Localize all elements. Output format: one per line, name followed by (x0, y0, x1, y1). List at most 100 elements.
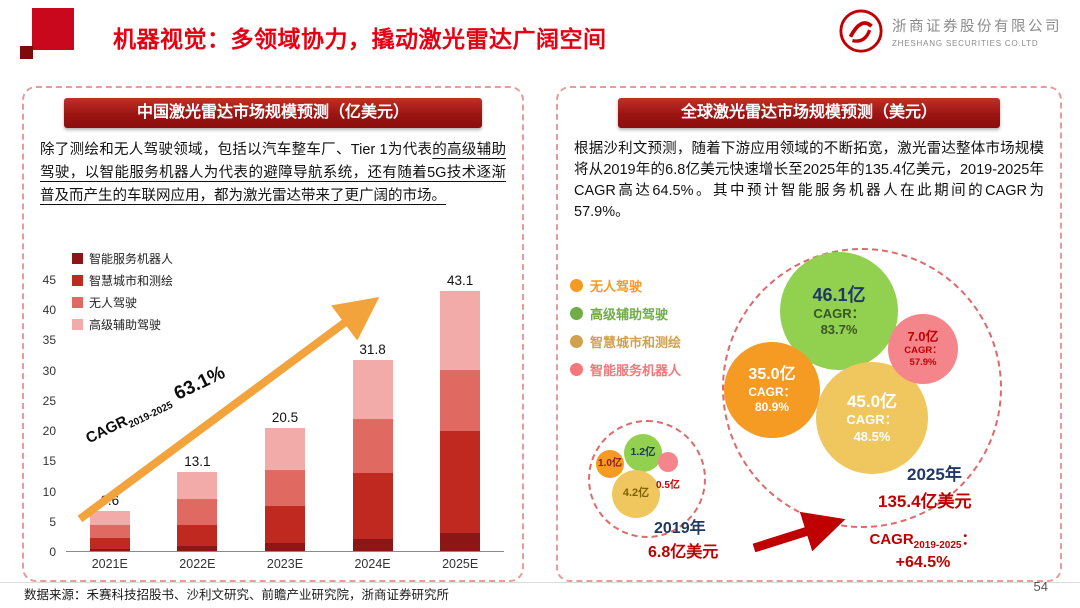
bubble-cagr-label: CAGR： (846, 412, 898, 428)
bar-segment (177, 472, 218, 500)
x-category-label: 2024E (354, 557, 391, 571)
bar-segment (352, 418, 393, 473)
legend-label: 智慧城市和测绘 (590, 335, 682, 350)
bubble-cagr-value: 57.9% (909, 357, 937, 369)
bar-segment (264, 427, 305, 470)
y-tick-label: 40 (42, 303, 56, 318)
legend-swatch (72, 297, 83, 308)
bubble-2019-service-robot-label: 0.5亿 (656, 480, 680, 491)
y-tick-label: 10 (42, 484, 56, 499)
bar-segment (89, 511, 130, 525)
bubble-2025-driverless: 35.0亿 CAGR： 80.9% (724, 342, 820, 438)
bar-stack (89, 511, 130, 551)
y-tick-label: 20 (42, 424, 56, 439)
bar-stack (264, 427, 305, 551)
bar-segment (89, 524, 130, 538)
y-tick-label: 15 (42, 454, 56, 469)
overall-cagr-line1: CAGR2019-2025： (840, 528, 1006, 551)
bar-stack (352, 359, 393, 551)
bubble-cagr-value: 80.9% (754, 400, 790, 414)
small-square-mark (20, 46, 33, 59)
bar-stack (440, 291, 481, 551)
global-panel-banner: 全球激光雷达市场规模预测（美元） (618, 98, 1000, 128)
global-market-panel: 全球激光雷达市场规模预测（美元） 根据沙利文预测，随着下游应用领域的不断拓宽，激… (556, 86, 1062, 582)
y-tick-label: 25 (42, 393, 56, 408)
bar-chart-y-axis: 0 5 10 15 20 25 30 35 40 45 (32, 274, 62, 558)
cagr-prefix: CAGR (869, 531, 914, 548)
legend-label: 高级辅助驾驶 (590, 307, 669, 322)
legend-dot (570, 363, 583, 376)
company-name-block: 浙商证券股份有限公司 ZHESHANG SECURITIES CO.LTD (892, 15, 1062, 48)
legend-label: 智能服务机器人 (89, 252, 174, 266)
red-square-mark (32, 8, 74, 50)
x-category-label: 2025E (442, 557, 479, 571)
bubble-cagr-label: CAGR： (904, 345, 942, 357)
legend-label: 无人驾驶 (590, 279, 643, 294)
bar-segment (89, 537, 130, 549)
x-category-label: 2022E (179, 557, 216, 571)
china-panel-paragraph: 除了测绘和无人驾驶领域，包括以汽车整车厂、Tier 1为代表的高级辅助驾驶，以智… (40, 139, 506, 208)
bubble-legend-item: 无人驾驶 (570, 276, 681, 295)
company-name-cn: 浙商证券股份有限公司 (892, 18, 1062, 35)
bar-total-label: 13.1 (184, 454, 211, 470)
company-logo: 浙商证券股份有限公司 ZHESHANG SECURITIES CO.LTD (838, 8, 1062, 54)
china-bar-chart: 智能服务机器人 智慧城市和测绘 无人驾驶 高级辅助驾驶 0 5 10 15 20 25 30 35 4… (32, 250, 510, 576)
year-2019-label: 2019年 (654, 520, 706, 537)
bar-segment (440, 291, 481, 371)
china-panel-banner: 中国激光雷达市场规模预测（亿美元） (64, 98, 482, 128)
paragraph-underlined: 的高级辅助驾驶，以智能服务机器人为代表的避障导航系统，还有随着5G技术逐渐普及而… (40, 142, 506, 204)
bar-group: 43.1 2025E (423, 273, 497, 571)
legend-swatch (72, 275, 83, 286)
bar-segment (440, 370, 481, 431)
bar-segment (352, 472, 393, 539)
company-name-en: ZHESHANG SECURITIES CO.LTD (892, 38, 1039, 48)
paragraph-start: 除了测绘和无人驾驶领域，包括以汽车整车厂、Tier 1为代表 (40, 142, 433, 158)
bubble-cagr-value: 48.5% (853, 428, 891, 444)
legend-item: 智慧城市和测绘 (72, 272, 173, 289)
bar-total-label: 43.1 (447, 273, 474, 289)
legend-item: 无人驾驶 (72, 294, 173, 311)
bubble-2019-driverless: 1.0亿 (596, 450, 624, 478)
overall-cagr-annotation: CAGR2019-2025： +64.5% (840, 528, 1006, 572)
bar-segment (352, 359, 393, 419)
bubble-value: 1.0亿 (598, 457, 622, 469)
legend-label: 智慧城市和测绘 (89, 274, 174, 288)
bar-segment (264, 543, 305, 551)
bar-total-label: 20.5 (271, 409, 299, 425)
bubble-2019-service-robot (658, 452, 678, 472)
bar-segment (440, 532, 481, 551)
bubble-legend-item: 高级辅助驾驶 (570, 304, 681, 323)
year-2025-label: 2025年 (907, 465, 962, 484)
page-title: 机器视觉：多领域协力，撬动激光雷达广阔空间 (113, 26, 607, 52)
bubble-legend-item: 智能服务机器人 (570, 360, 681, 379)
data-source-note: 数据来源：禾赛科技招股书、沙利文研究、前瞻产业研究院，浙商证券研究所 (24, 588, 450, 602)
legend-dot (570, 335, 583, 348)
overall-cagr-value: +64.5% (895, 554, 951, 571)
cluster-2019-dashed-circle (588, 420, 706, 538)
legend-dot (570, 279, 583, 292)
bubble-chart-legend: 无人驾驶高级辅助驾驶 智慧城市和测绘 智能服务机器人 (570, 276, 681, 379)
bubble-value: 4.2亿 (622, 487, 650, 500)
bubble-2025-service-robot: 7.0亿 CAGR： 57.9% (888, 314, 958, 384)
zheshang-logo-icon (839, 9, 883, 53)
bubble-value: 45.0亿 (846, 392, 898, 412)
bar-segment (440, 430, 481, 533)
bar-segment (89, 548, 130, 551)
legend-label: 智能服务机器人 (590, 363, 682, 378)
page-number: 54 (1033, 579, 1048, 594)
y-tick-label: 0 (49, 545, 56, 559)
red-growth-arrow-icon (752, 511, 846, 553)
bar-segment (177, 524, 218, 547)
legend-label: 无人驾驶 (89, 296, 138, 310)
legend-item: 高级辅助驾驶 (72, 316, 173, 333)
bubble-value: 1.2亿 (630, 446, 656, 459)
bar-segment (352, 538, 393, 551)
bar-total-label: 31.8 (359, 341, 386, 357)
cagr-subscript: 2019-2025 (913, 540, 962, 551)
bubble-value: 46.1亿 (812, 284, 866, 305)
bubble-2019-smart-city: 4.2亿 (612, 470, 660, 518)
bar-group: 20.5 2023E (248, 280, 322, 571)
bar-group: 31.8 2024E (335, 280, 409, 571)
china-market-panel: 中国激光雷达市场规模预测（亿美元） 除了测绘和无人驾驶领域，包括以汽车整车厂、T… (22, 86, 524, 582)
